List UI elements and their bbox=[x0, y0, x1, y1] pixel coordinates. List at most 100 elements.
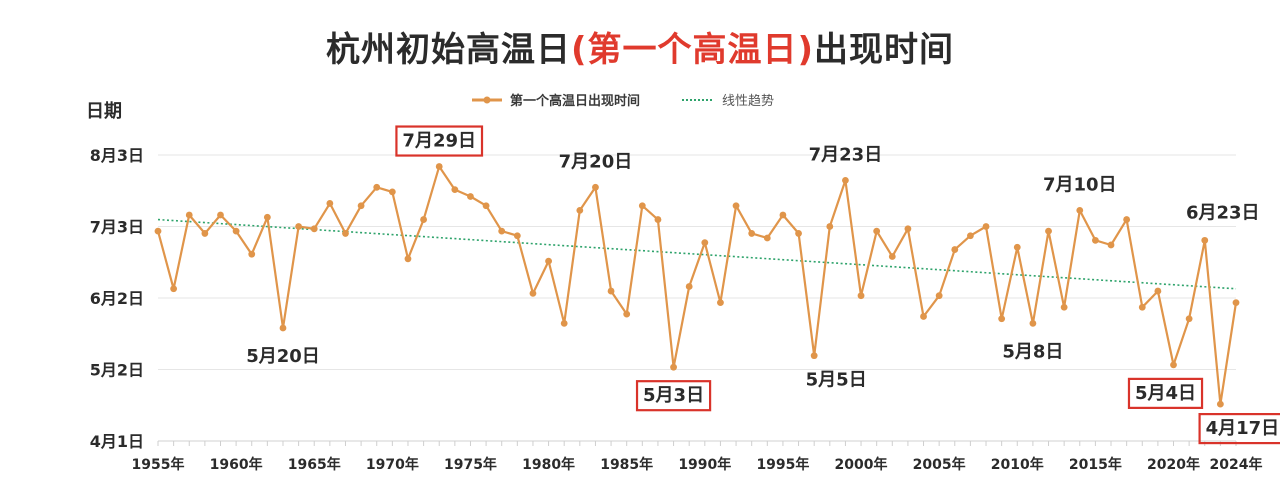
y-tick-label: 8月3日 bbox=[90, 146, 144, 165]
data-point bbox=[1091, 236, 1099, 244]
data-point bbox=[685, 283, 693, 290]
data-point bbox=[1107, 241, 1115, 249]
annotation-label: 5月5日 bbox=[806, 370, 867, 391]
x-tick-label: 2000年 bbox=[835, 456, 888, 473]
y-tick-label: 7月3日 bbox=[90, 218, 144, 237]
annotation-box bbox=[635, 380, 712, 412]
data-point bbox=[310, 225, 318, 233]
data-point bbox=[248, 250, 256, 258]
annotation-label: 5月4日 bbox=[1135, 383, 1196, 404]
data-point bbox=[467, 193, 474, 200]
annotation-label: 7月20日 bbox=[559, 151, 633, 172]
data-point bbox=[1201, 236, 1209, 244]
data-point bbox=[795, 230, 802, 237]
y-tick-label: 6月2日 bbox=[90, 289, 144, 308]
data-point bbox=[607, 287, 615, 295]
annotation-label: 7月10日 bbox=[1043, 174, 1117, 195]
y-tick-label: 4月1日 bbox=[90, 432, 144, 451]
data-point bbox=[857, 292, 865, 300]
data-point bbox=[670, 363, 677, 371]
data-point bbox=[326, 200, 334, 207]
data-point bbox=[560, 319, 568, 327]
data-point bbox=[1029, 319, 1037, 327]
data-point bbox=[1013, 243, 1021, 251]
data-point bbox=[404, 255, 412, 263]
data-point bbox=[967, 232, 974, 240]
data-point bbox=[545, 257, 552, 265]
data-point bbox=[763, 234, 771, 242]
data-point bbox=[1138, 303, 1146, 311]
data-point bbox=[420, 216, 427, 223]
data-point bbox=[998, 315, 1006, 323]
data-point bbox=[920, 313, 927, 320]
annotation-box bbox=[1198, 412, 1280, 445]
data-point bbox=[982, 223, 990, 230]
data-point bbox=[529, 289, 537, 297]
data-point bbox=[904, 225, 912, 233]
title-main: 杭州初始高温日 bbox=[325, 30, 571, 70]
legend: 第一个高温日出现时间 线性趋势 bbox=[470, 90, 814, 109]
x-tick-label: 1980年 bbox=[522, 456, 575, 473]
data-point bbox=[170, 285, 178, 293]
title-suffix: 出现时间 bbox=[814, 30, 955, 70]
data-point bbox=[1154, 287, 1162, 295]
legend-item-trend: 线性趋势 bbox=[680, 90, 774, 109]
annotation-label: 4月17日 bbox=[1206, 418, 1280, 439]
data-point bbox=[1232, 299, 1240, 307]
data-point bbox=[654, 216, 662, 223]
legend-trend-label: 线性趋势 bbox=[722, 94, 775, 109]
x-tick-label: 1965年 bbox=[288, 456, 341, 473]
legend-series-label: 第一个高温日出现时间 bbox=[510, 94, 641, 109]
x-tick-label: 1995年 bbox=[756, 456, 809, 473]
data-point bbox=[732, 202, 740, 210]
data-point bbox=[388, 188, 396, 196]
data-point bbox=[1123, 216, 1131, 223]
data-point bbox=[935, 292, 943, 300]
data-point bbox=[185, 211, 193, 219]
annotation-label: 5月20日 bbox=[246, 346, 320, 367]
data-point bbox=[810, 352, 818, 360]
data-point bbox=[279, 324, 287, 332]
annotation-label: 7月29日 bbox=[402, 131, 476, 152]
data-point bbox=[232, 227, 240, 235]
series-line bbox=[156, 165, 1238, 406]
data-point bbox=[638, 202, 646, 210]
data-point bbox=[1076, 206, 1084, 214]
legend-item-series: 第一个高温日出现时间 bbox=[470, 90, 640, 109]
data-point bbox=[592, 183, 599, 191]
chart-title: 杭州初始高温日(第一个高温日)出现时间 bbox=[0, 22, 1280, 71]
x-tick-label: 1985年 bbox=[600, 456, 653, 473]
data-point bbox=[826, 223, 834, 230]
annotation-label: 7月23日 bbox=[809, 144, 883, 165]
data-point bbox=[295, 223, 303, 230]
x-tick-label: 2010年 bbox=[991, 456, 1044, 473]
annotation-label: 5月3日 bbox=[643, 385, 704, 406]
data-point bbox=[201, 230, 209, 237]
data-point bbox=[482, 202, 490, 210]
data-point bbox=[888, 253, 896, 260]
data-point bbox=[435, 163, 443, 170]
data-point bbox=[779, 211, 787, 219]
x-tick-label: 1975年 bbox=[444, 456, 497, 473]
title-highlight: (第一个高温日) bbox=[570, 30, 815, 70]
data-point bbox=[842, 176, 849, 184]
data-point bbox=[1185, 315, 1193, 323]
trend-line bbox=[157, 218, 1237, 290]
x-tick-label: 1970年 bbox=[366, 456, 419, 473]
data-point bbox=[1060, 303, 1068, 311]
data-point bbox=[154, 227, 162, 235]
data-point bbox=[373, 183, 381, 191]
annotation-label: 6月23日 bbox=[1186, 202, 1260, 223]
legend-series-marker bbox=[472, 96, 502, 103]
y-tick-label: 5月2日 bbox=[90, 361, 144, 380]
data-point bbox=[342, 230, 349, 237]
annotation-label: 5月8日 bbox=[1002, 341, 1063, 362]
data-point bbox=[1045, 227, 1052, 235]
x-tick-label: 1960年 bbox=[210, 456, 263, 473]
x-tick-label: 1990年 bbox=[678, 456, 731, 473]
x-tick-label: 2020年 bbox=[1147, 456, 1200, 473]
data-point bbox=[748, 230, 756, 237]
data-point bbox=[451, 186, 459, 193]
x-tick-label: 1955年 bbox=[132, 456, 185, 473]
